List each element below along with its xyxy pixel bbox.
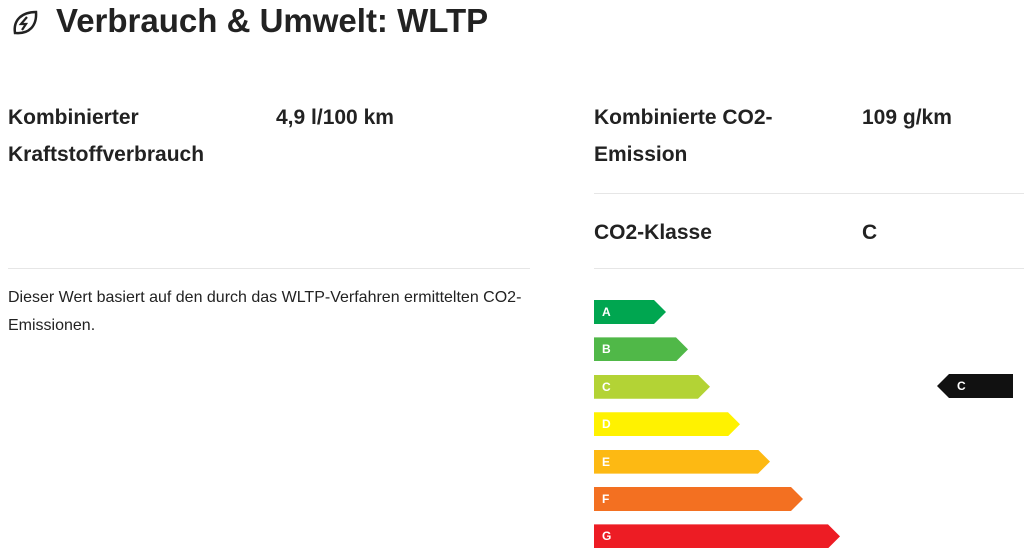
row-label: CO2-Klasse	[594, 221, 712, 244]
class-bar: E	[594, 450, 770, 474]
class-indicator: C	[937, 374, 1013, 398]
class-bar: D	[594, 412, 740, 436]
divider	[8, 268, 530, 269]
title: Verbrauch & Umwelt: WLTP	[56, 2, 489, 39]
row-label: Kombinierte CO2-Emission	[594, 106, 773, 166]
row-value: 109 g/km	[862, 106, 952, 129]
leaf-icon	[13, 10, 38, 35]
note: Dieser Wert basiert auf den durch das WL…	[8, 289, 522, 334]
class-bar: B	[594, 337, 688, 361]
class-bar: F	[594, 487, 803, 511]
row-label: Kombinierter Kraftstoffverbrauch	[8, 106, 205, 166]
class-bar: C	[594, 375, 710, 399]
row-value: 4,9 l/100 km	[276, 106, 394, 129]
row-value: C	[862, 221, 878, 244]
divider	[594, 193, 1024, 194]
divider	[594, 268, 1024, 269]
class-bar: A	[594, 300, 666, 324]
class-bar: G	[594, 524, 840, 548]
